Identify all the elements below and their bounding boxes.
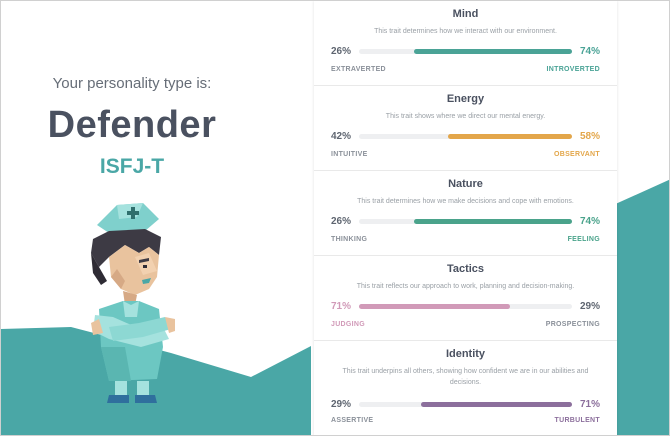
- trait-energy: Energy This trait shows where we direct …: [314, 86, 617, 171]
- trait-bar-fill: [420, 402, 572, 407]
- right-percentage: 71%: [579, 399, 600, 410]
- type-subtitle: Your personality type is:: [52, 75, 212, 92]
- trait-description: This trait determines how we make decisi…: [357, 198, 574, 205]
- profile-section: Your personality type is: Defender ISFJ-…: [1, 1, 311, 435]
- trait-title: Energy: [446, 93, 485, 105]
- left-pole-label: ASSERTIVE: [331, 417, 374, 424]
- trait-bar: [359, 219, 572, 224]
- right-pole-label: PROSPECTING: [545, 321, 600, 328]
- trait-tactics: Tactics This trait reflects our approach…: [314, 256, 617, 341]
- trait-bar: [359, 49, 572, 54]
- left-percentage: 26%: [331, 46, 352, 57]
- right-percentage: 29%: [579, 301, 600, 312]
- trait-description: This trait determines how we interact wi…: [374, 28, 557, 35]
- left-pole-label: EXTRAVERTED: [331, 66, 386, 73]
- trait-bar-fill: [448, 134, 572, 139]
- right-pole-label: INTROVERTED: [546, 66, 600, 73]
- right-percentage: 74%: [579, 216, 600, 227]
- left-pole-label: THINKING: [331, 236, 368, 243]
- trait-description: This trait underpins all others, showing…: [342, 368, 589, 386]
- left-percentage: 42%: [331, 131, 352, 142]
- trait-bar-fill: [414, 219, 572, 224]
- left-pole-label: INTUITIVE: [331, 151, 368, 158]
- trait-bar-fill: [414, 49, 572, 54]
- trait-description: This trait shows where we direct our men…: [385, 113, 546, 120]
- trait-title: Identity: [445, 348, 486, 360]
- trait-bar: [359, 304, 572, 309]
- trait-title: Tactics: [446, 263, 485, 275]
- right-percentage: 74%: [579, 46, 600, 57]
- trait-bar: [359, 134, 572, 139]
- right-pole-label: FEELING: [567, 236, 600, 243]
- trait-description: This trait reflects our approach to work…: [356, 283, 575, 290]
- trait-title: Mind: [452, 8, 479, 20]
- nurse-avatar-icon: [91, 203, 175, 403]
- type-code: ISFJ-T: [99, 155, 165, 178]
- right-pole-label: OBSERVANT: [553, 151, 600, 158]
- traits-panel: Mind This trait determines how we intera…: [314, 1, 617, 435]
- trait-mind: Mind This trait determines how we intera…: [314, 1, 617, 86]
- type-name: Defender: [47, 104, 217, 146]
- trait-nature: Nature This trait determines how we make…: [314, 171, 617, 256]
- left-percentage: 71%: [331, 301, 352, 312]
- trait-bar: [359, 402, 572, 407]
- trait-bar-fill: [359, 304, 511, 309]
- right-pole-label: TURBULENT: [554, 417, 600, 424]
- left-percentage: 26%: [331, 216, 352, 227]
- trait-identity: Identity This trait underpins all others…: [314, 341, 617, 435]
- left-pole-label: JUDGING: [331, 321, 365, 328]
- left-percentage: 29%: [331, 399, 352, 410]
- trait-title: Nature: [448, 178, 483, 190]
- right-percentage: 58%: [579, 131, 600, 142]
